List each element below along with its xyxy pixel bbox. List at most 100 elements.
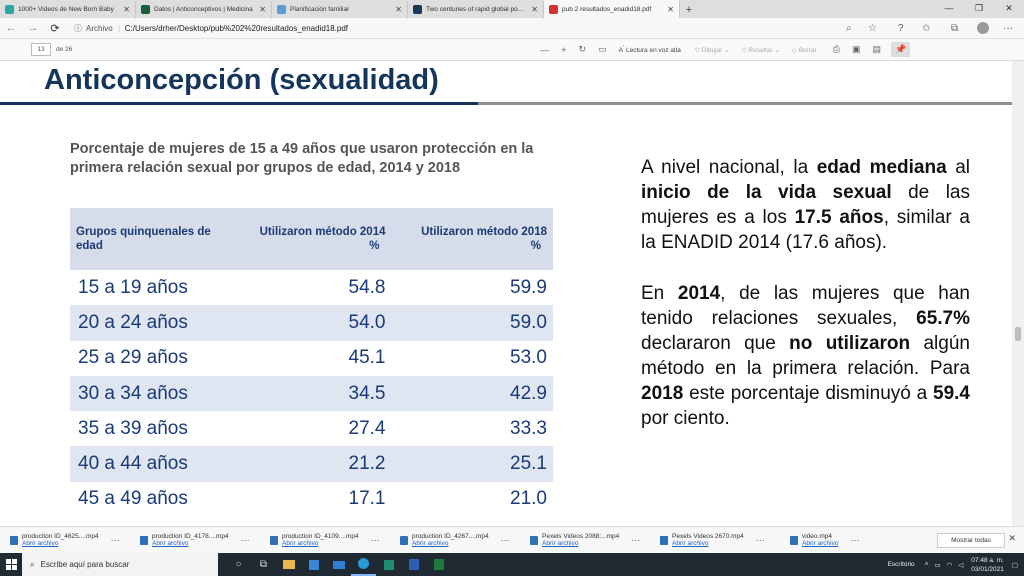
open-file-link[interactable]: Abrir archivo — [542, 540, 579, 547]
open-file-link[interactable]: Abrir archivo — [282, 540, 319, 547]
profile-avatar[interactable] — [977, 22, 989, 34]
download-filename: production ID_4178....mp4 — [152, 533, 229, 540]
tab-close-icon[interactable]: ✕ — [395, 5, 402, 14]
tab-close-icon[interactable]: ✕ — [531, 5, 538, 14]
save-as-icon[interactable]: ▤ — [872, 44, 881, 54]
draw-button[interactable]: ▽ Dibujar ⌄ — [694, 46, 730, 54]
download-more-icon[interactable]: ··· — [110, 535, 120, 545]
url-field[interactable]: C:/Users/drher/Desktop/pub%202%20resulta… — [124, 23, 349, 33]
tab-close-icon[interactable]: ✕ — [259, 5, 266, 14]
download-more-icon[interactable]: ··· — [631, 535, 641, 545]
tab-close-icon[interactable]: ✕ — [667, 4, 674, 14]
wifi-icon[interactable]: ◠ — [946, 561, 953, 569]
download-more-icon[interactable]: ··· — [500, 535, 510, 545]
download-item[interactable]: production ID_4267....mp4 Abrir archivo ··… — [390, 528, 520, 552]
download-item[interactable]: Pexels Videos 2670.mp4 Abrir archivo ··· — [650, 528, 780, 552]
zoom-icon[interactable]: ⌕ — [846, 22, 852, 34]
windows-start-icon[interactable] — [0, 553, 22, 576]
download-item[interactable]: production ID_4178....mp4 Abrir archivo ··… — [130, 528, 260, 552]
download-item[interactable]: video.mp4 Abrir archivo ··· — [780, 528, 910, 552]
file-explorer-icon[interactable] — [276, 553, 301, 576]
tray-chevron-icon[interactable]: ˄ — [924, 561, 929, 568]
battery-icon[interactable]: ▭ — [934, 561, 941, 569]
refresh-icon[interactable]: ⟳ — [50, 22, 60, 35]
store-icon[interactable] — [301, 553, 326, 576]
page-number-input[interactable]: 13 — [31, 43, 51, 56]
fit-page-icon[interactable]: ▭ — [598, 44, 607, 54]
browser-tab[interactable]: 1000+ Videos de New Born Baby ✕ — [0, 1, 136, 18]
search-placeholder: Escribe aquí para buscar — [40, 560, 130, 569]
open-file-link[interactable]: Abrir archivo — [802, 540, 839, 547]
value-2014-cell: 45.1 — [348, 347, 386, 369]
browser-tab[interactable]: pub 2 resultados_enadid18.pdf ✕ — [544, 0, 680, 18]
open-file-link[interactable]: Abrir archivo — [22, 540, 59, 547]
notifications-icon[interactable]: ▢ — [1011, 561, 1018, 569]
open-file-link[interactable]: Abrir archivo — [672, 540, 709, 547]
print-icon[interactable]: ⎙ — [832, 44, 840, 54]
download-more-icon[interactable]: ··· — [755, 535, 765, 545]
tab-favicon-icon — [277, 5, 286, 14]
cortana-icon[interactable]: ○ — [235, 559, 242, 570]
header-2014: Utilizaron método 2014% — [230, 208, 392, 270]
tab-close-icon[interactable]: ✕ — [123, 5, 130, 14]
edge-icon[interactable] — [351, 553, 376, 576]
desktop-label[interactable]: Escritorio — [887, 561, 915, 568]
scrollbar-thumb[interactable] — [1015, 327, 1021, 341]
save-icon[interactable]: ▣ — [851, 44, 861, 54]
taskbar: ⌕ Escribe aquí para buscar ○ ⧉ Escritori… — [0, 553, 1024, 576]
clock[interactable]: 07:48 a. m. 03/01/2021 — [971, 556, 1004, 573]
download-app-icon[interactable] — [376, 553, 401, 576]
download-item[interactable]: production ID_4109....mp4 Abrir archivo ··… — [260, 528, 390, 552]
tab-favicon-icon — [413, 5, 422, 14]
address-divider: | — [118, 23, 121, 33]
open-file-link[interactable]: Abrir archivo — [412, 540, 449, 547]
show-all-button[interactable]: Mostrar todas — [937, 533, 1005, 548]
excel-icon[interactable] — [426, 553, 451, 576]
menu-icon[interactable]: ··· — [1003, 22, 1013, 34]
video-file-icon — [530, 535, 538, 545]
download-more-icon[interactable]: ··· — [850, 535, 860, 545]
window-close-button[interactable]: ✕ — [1005, 3, 1013, 13]
browser-tab[interactable]: Planificación familiar ✕ — [272, 1, 408, 18]
browser-tab[interactable]: Datos | Anticonceptivos | Medicina ✕ — [136, 1, 272, 18]
zoom-in-icon[interactable]: + — [561, 44, 567, 55]
taskbar-search[interactable]: ⌕ Escribe aquí para buscar — [22, 553, 218, 576]
browser-tab[interactable]: Two centuries of rapid global popula ✕ — [408, 1, 544, 18]
download-item[interactable]: production ID_4625....mp4 Abrir archivo ··… — [0, 528, 130, 552]
favorites-icon[interactable]: ✩ — [922, 22, 931, 34]
close-downloads-icon[interactable]: ✕ — [1008, 533, 1016, 543]
table-row: 30 a 34 años 34.5 42.9 — [70, 375, 553, 412]
pin-icon[interactable]: 📌 — [890, 42, 911, 57]
rotate-icon[interactable]: ↻ — [578, 44, 587, 54]
word-icon[interactable] — [401, 553, 426, 576]
erase-button[interactable]: ◇ Borrar — [791, 46, 817, 54]
minimize-button[interactable]: — — [944, 3, 954, 13]
volume-icon[interactable]: ◁ — [958, 561, 964, 569]
read-aloud-button[interactable]: Aʼ Lectura en voz alta — [618, 44, 681, 55]
age-group-cell: 45 a 49 años — [78, 488, 188, 510]
download-item[interactable]: Pexels Videos 2088:...mp4 Abrir archivo ··… — [520, 528, 650, 552]
open-file-link[interactable]: Abrir archivo — [152, 540, 189, 547]
mail-icon[interactable] — [326, 553, 351, 576]
download-more-icon[interactable]: ··· — [370, 535, 380, 545]
scrollbar[interactable] — [1012, 61, 1024, 526]
download-more-icon[interactable]: ··· — [240, 535, 250, 545]
help-icon[interactable]: ? — [898, 22, 904, 34]
new-tab-button[interactable]: + — [685, 4, 693, 16]
download-filename: video.mp4 — [802, 533, 832, 540]
age-group-cell: 30 a 34 años — [70, 375, 230, 412]
collections-icon[interactable]: ⧉ — [951, 22, 959, 34]
download-filename: Pexels Videos 2670.mp4 — [672, 533, 744, 540]
table-row: 40 a 44 años 21.2 25.1 — [70, 446, 553, 482]
maximize-button[interactable]: ❐ — [974, 3, 984, 13]
favorite-star-icon[interactable]: ☆ — [868, 22, 877, 34]
back-icon[interactable]: ← — [5, 22, 17, 34]
value-2014-cell: 21.2 — [230, 446, 392, 482]
highlight-button[interactable]: ▽ Resaltar ⌄ — [741, 46, 780, 54]
tab-strip: 1000+ Videos de New Born Baby ✕ Datos | An… — [0, 0, 1024, 18]
value-2018-cell: 42.9 — [391, 375, 553, 412]
age-group-cell: 25 a 29 años — [78, 347, 188, 369]
zoom-out-icon[interactable]: — — [540, 44, 550, 55]
task-view-icon[interactable]: ⧉ — [259, 559, 268, 570]
forward-icon[interactable]: → — [27, 22, 39, 34]
